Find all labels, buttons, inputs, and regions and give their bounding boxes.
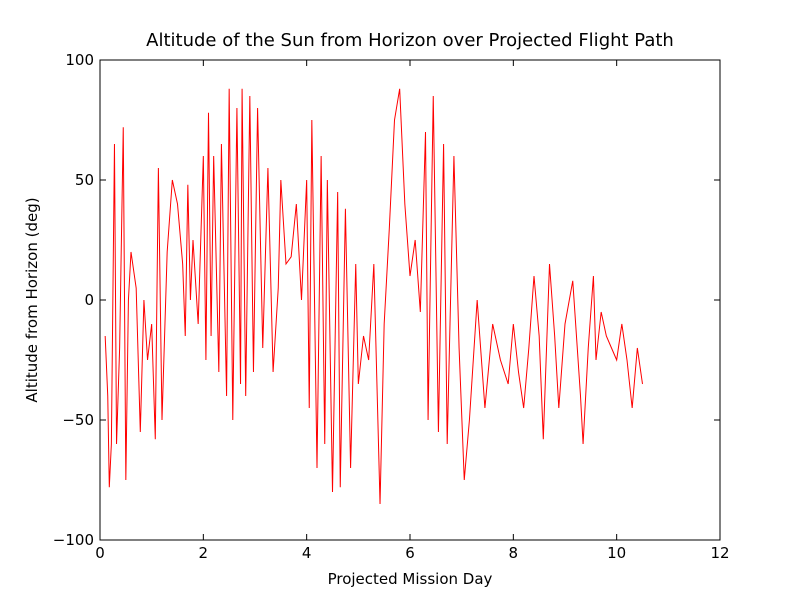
- y-tick-label: −50: [62, 411, 94, 429]
- x-axis-label: Projected Mission Day: [328, 570, 493, 588]
- y-tick-label: 100: [65, 51, 94, 69]
- x-tick-label: 10: [607, 544, 626, 562]
- x-tick-label: 6: [405, 544, 415, 562]
- x-tick-label: 8: [509, 544, 519, 562]
- x-tick-label: 4: [302, 544, 312, 562]
- data-line: [104, 88, 643, 505]
- x-tick-label: 12: [710, 544, 729, 562]
- x-tick-label: 2: [199, 544, 209, 562]
- y-tick-label: 50: [75, 171, 94, 189]
- y-axis-label: Altitude from Horizon (deg): [23, 197, 41, 402]
- x-tick-label: 0: [95, 544, 105, 562]
- chart-title: Altitude of the Sun from Horizon over Pr…: [146, 30, 674, 51]
- plot-frame: [99, 59, 721, 541]
- y-tick-label: −100: [53, 531, 94, 549]
- y-tick-label: 0: [84, 291, 94, 309]
